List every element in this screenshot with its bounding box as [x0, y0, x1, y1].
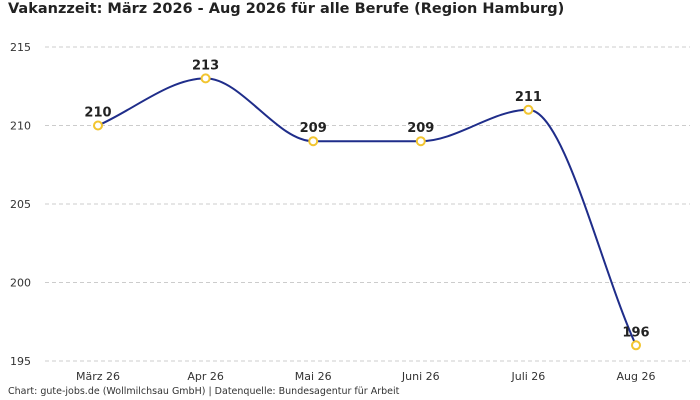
y-tick-label-210: 210: [10, 120, 31, 133]
data-point-3: [415, 136, 426, 147]
data-point-0: [93, 120, 103, 131]
x-tick-label-0: März 26: [76, 370, 120, 383]
x-tick-label-2: Mai 26: [295, 370, 332, 383]
data-point-2: [308, 136, 319, 147]
x-tick-labels: März 26 Apr 26 Mai 26 Juni 26 Juli 26 Aug 26: [76, 370, 656, 383]
data-point-1: [200, 73, 211, 84]
data-label-2: 209: [300, 121, 327, 136]
y-tick-labels: 195 200 205 210 215: [10, 41, 31, 368]
x-tick-label-3: Juni 26: [401, 370, 440, 383]
series-line: [97, 77, 637, 346]
y-tick-label-205: 205: [10, 198, 31, 211]
data-point-5: [631, 340, 641, 351]
data-point-4: [523, 104, 534, 115]
grid-lines: [45, 46, 690, 362]
data-labels: 210 213 209 209 211 196: [84, 58, 649, 340]
x-tick-label-1: Apr 26: [187, 370, 224, 383]
data-markers: [93, 73, 641, 351]
x-tick-label-5: Aug 26: [617, 370, 656, 383]
y-tick-label-195: 195: [10, 355, 31, 368]
data-label-0: 210: [84, 106, 111, 121]
chart-title: Vakanzzeit: März 2026 - Aug 2026 für all…: [8, 1, 565, 17]
data-label-1: 213: [192, 58, 219, 73]
data-label-5: 196: [622, 325, 649, 340]
y-tick-label-200: 200: [10, 277, 31, 290]
data-label-3: 209: [407, 121, 434, 136]
y-tick-label-215: 215: [10, 41, 31, 54]
chart-footer: Chart: gute-jobs.de (Wollmilchsau GmbH) …: [8, 386, 400, 397]
data-label-4: 211: [515, 90, 542, 105]
x-tick-label-4: Juli 26: [510, 370, 545, 383]
